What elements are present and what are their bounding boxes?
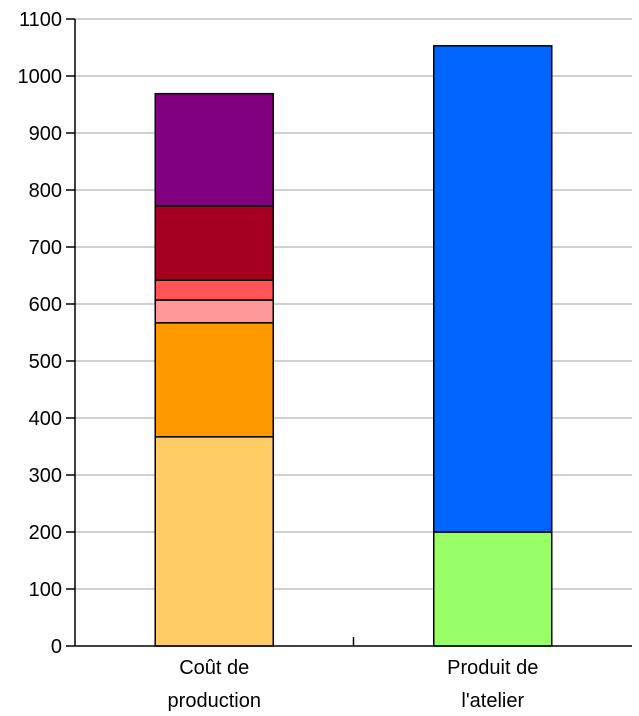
x-category-label: Coût de [179, 657, 249, 679]
y-tick-label: 700 [29, 237, 62, 259]
axes [66, 18, 632, 647]
y-tick-label: 1000 [18, 66, 63, 88]
y-tick-label: 500 [29, 351, 62, 373]
bar-segment [433, 531, 553, 647]
bar-segment [154, 436, 274, 647]
bar-segment [154, 299, 274, 324]
x-category-label: production [168, 690, 261, 712]
y-tick-label: 200 [29, 522, 62, 544]
y-tick-label: 0 [51, 636, 62, 658]
bar-segment [433, 45, 553, 533]
y-tick-label: 1100 [19, 9, 62, 31]
y-tick-label: 900 [29, 123, 62, 145]
y-tick-label: 100 [29, 579, 62, 601]
x-category-label: l'atelier [461, 690, 524, 712]
bars [154, 45, 553, 647]
y-tick-label: 600 [29, 294, 62, 316]
bar-segment [154, 322, 274, 438]
x-category-label: Produit de [447, 657, 538, 679]
y-tick-label: 400 [29, 408, 62, 430]
y-tick-label: 800 [29, 180, 62, 202]
y-tick-label: 300 [29, 465, 62, 487]
bar-segment [154, 279, 274, 301]
bar-segment [154, 92, 274, 207]
bar-segment [154, 205, 274, 281]
labels: 0 100 200 300 400 500 600 700 800 900 1000 1100 Coût… [18, 9, 539, 712]
